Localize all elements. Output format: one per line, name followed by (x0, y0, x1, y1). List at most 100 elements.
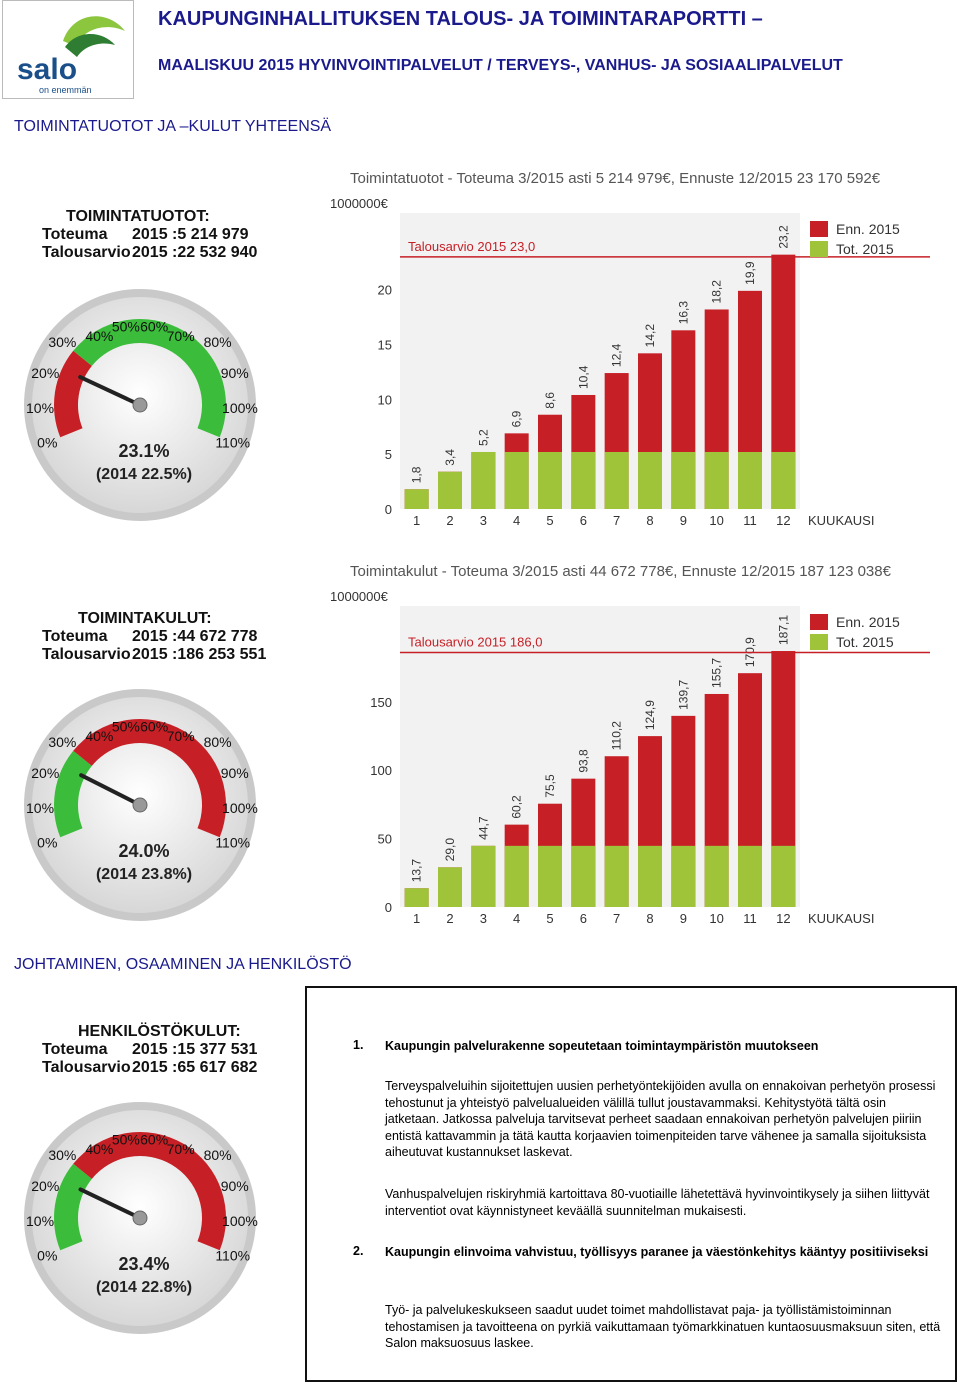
y-tick-label: 5 (385, 447, 392, 462)
gauge-tick-label: 60% (140, 318, 168, 334)
cost-summary: TOIMINTAKULUT: Toteuma 2015 :44 672 778 T… (42, 610, 266, 664)
bar-actual (404, 489, 429, 509)
section-heading-totals: TOIMINTATUOTOT JA –KULUT YHTEENSÄ (14, 118, 332, 135)
bar-value-label: 139,7 (676, 680, 690, 710)
bar-value-label: 14,2 (643, 324, 657, 348)
panel-row-actual: Toteuma 2015 :44 672 778 (42, 628, 266, 646)
gauge-tick-label: 10% (26, 1213, 54, 1229)
x-tick-label: 4 (513, 513, 520, 528)
gauge-green-band (53, 750, 92, 838)
panel-row-actual: Toteuma 2015 :5 214 979 (42, 226, 257, 244)
x-tick-label: 2 (446, 513, 453, 528)
row-value: 2015 :22 532 940 (132, 244, 258, 261)
gauge-tick-label: 40% (85, 1141, 113, 1157)
bar-actual (738, 845, 762, 907)
legend-swatch (810, 241, 828, 257)
bar-value-label: 75,5 (543, 774, 557, 798)
item-paragraph: Vanhuspalvelujen riskiryhmiä kartoittava… (385, 1187, 930, 1218)
revenue-summary: TOIMINTATUOTOT: Toteuma 2015 :5 214 979 T… (42, 208, 257, 262)
gauge-tick-label: 50% (112, 318, 140, 334)
gauge-percent: 23.1% (118, 441, 169, 461)
gauge-tick-label: 100% (222, 800, 258, 816)
bar-value-label: 16,3 (676, 301, 690, 325)
bar-value-label: 8,6 (543, 392, 557, 409)
bar-actual (538, 451, 562, 509)
gauge-tick-label: 10% (26, 400, 54, 416)
y-tick-label: 50 (378, 832, 392, 847)
item-paragraph: Työ- ja palvelukeskukseen saadut uudet t… (385, 1303, 941, 1350)
gauge-tick-label: 110% (215, 1247, 250, 1263)
gauge-tick-label: 10% (26, 800, 54, 816)
plot-area (400, 606, 800, 907)
bar-value-label: 6,9 (510, 410, 524, 427)
x-tick-label: 12 (776, 911, 790, 926)
bar-actual (504, 451, 529, 509)
row-value: 2015 :44 672 778 (132, 628, 258, 645)
gauge-percent: 24.0% (118, 841, 169, 861)
salo-logo: salo on enemmän (2, 0, 134, 99)
gauge-needle (78, 375, 142, 407)
revenue-gauge: 0% 10% 20% 30% 40%50% 60%70% 80% 90% 100% 110% 23.… (24, 289, 258, 521)
item-heading: Kaupungin palvelurakenne sopeutetaan toi… (385, 1039, 819, 1053)
logo-text: salo (17, 53, 77, 86)
revenue-bar-chart: Toimintatuotot - Toteuma 3/2015 asti 5 2… (330, 170, 930, 528)
panel-row-budget: Talousarvio 2015 :65 617 682 (42, 1059, 257, 1077)
y-tick-label: 150 (370, 695, 392, 710)
gauge-previous-year: (2014 22.5%) (96, 466, 192, 483)
row-label: Toteuma (42, 226, 108, 243)
budget-label: Talousarvio 2015 186,0 (408, 635, 542, 650)
panel-title: HENKILÖSTÖKULUT: (78, 1023, 241, 1040)
salo-logo-graphic: salo on enemmän (17, 16, 125, 95)
bar-value-label: 44,7 (476, 816, 490, 840)
gauge-tick-label: 90% (221, 1178, 249, 1194)
plot-area (400, 213, 800, 509)
row-value: 2015 :15 377 531 (132, 1041, 258, 1058)
row-label: Talousarvio (42, 1059, 131, 1076)
gauge-tick-label: 30% (48, 1147, 76, 1163)
y-tick-label: 0 (385, 900, 392, 915)
x-tick-label: 10 (709, 513, 723, 528)
bar-actual (571, 451, 596, 509)
bar-value-label: 23,2 (776, 225, 790, 249)
gauge-tick-label: 0% (37, 1247, 57, 1263)
bar-actual (771, 845, 796, 907)
bar-actual (471, 451, 496, 509)
panel-row-budget: Talousarvio 2015 :22 532 940 (42, 244, 257, 262)
gauge-red-band (73, 1132, 226, 1251)
bar-actual (404, 888, 429, 907)
goals-textbox: 1. Kaupungin palvelurakenne sopeutetaan … (305, 986, 957, 1382)
report-title: KAUPUNGINHALLITUKSEN TALOUS- JA TOIMINTA… (158, 8, 763, 30)
bar-actual (704, 451, 729, 509)
gauge-tick-label: 60% (140, 1131, 168, 1147)
bar-value-label: 5,2 (476, 429, 490, 446)
gauge-tick-label: 80% (204, 334, 232, 350)
bar-value-label: 110,2 (610, 721, 624, 750)
row-label: Toteuma (42, 1041, 108, 1058)
y-tick-label: 10 (378, 392, 392, 407)
x-tick-label: 12 (776, 513, 790, 528)
gauge-hub (132, 797, 148, 813)
panel-row-actual: Toteuma 2015 :15 377 531 (42, 1041, 257, 1059)
gauge-previous-year: (2014 23.8%) (96, 866, 192, 883)
gauge-hub (132, 1210, 148, 1226)
gauge-tick-label: 40% (85, 328, 113, 344)
bar-actual (471, 845, 496, 907)
bar-value-label: 3,4 (443, 449, 457, 466)
y-tick-label: 15 (378, 338, 392, 353)
bar-actual (504, 845, 529, 907)
bar-actual (671, 845, 696, 907)
legend-swatch (810, 614, 828, 630)
x-tick-label: 9 (680, 911, 687, 926)
x-tick-label: 1 (413, 513, 420, 528)
gauge-tick-label: 70% (167, 728, 195, 744)
gauge-tick-label: 110% (215, 434, 250, 450)
cost-bar-chart: Toimintakulut - Toteuma 3/2015 asti 44 6… (330, 563, 930, 926)
gauge-tick-label: 110% (215, 834, 250, 850)
gauge-tick-label: 30% (48, 334, 76, 350)
bar-actual (438, 867, 462, 907)
gauge-needle (78, 1187, 142, 1220)
x-tick-label: 6 (580, 911, 587, 926)
chart-title: Toimintatuotot - Toteuma 3/2015 asti 5 2… (350, 170, 881, 187)
y-tick-label: 20 (378, 283, 392, 298)
gauge-tick-label: 30% (48, 734, 76, 750)
